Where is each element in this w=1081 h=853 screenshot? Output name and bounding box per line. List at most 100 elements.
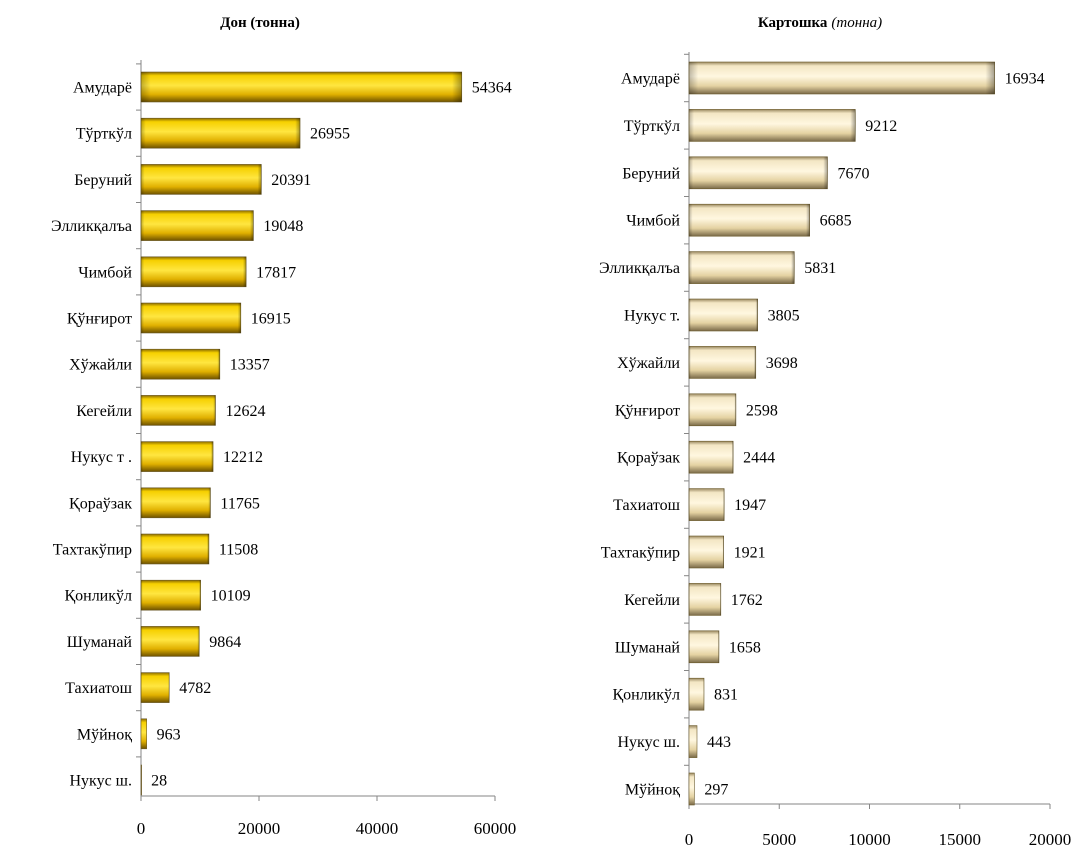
potato-value-label: 1947 — [734, 497, 766, 514]
grain-category-label: Чимбой — [78, 264, 132, 281]
grain-bar-bevel — [141, 672, 170, 703]
potato-bar — [688, 772, 695, 806]
potato-value-label: 7670 — [837, 165, 869, 182]
potato-bar-bevel — [689, 725, 697, 758]
grain-bar-bevel — [141, 303, 241, 333]
potato-bar — [688, 156, 828, 190]
grain-bar — [140, 71, 463, 103]
potato-category-label: Нукус т. — [624, 308, 680, 325]
grain-bar — [140, 441, 214, 472]
grain-value-label: 19048 — [263, 218, 303, 235]
potato-bar — [688, 677, 705, 711]
grain-bar — [140, 348, 221, 380]
chart2-title-sub: (тонна) — [831, 15, 882, 31]
potato-bar-bevel — [689, 536, 724, 568]
grain-category-label: Элликқалъа — [51, 218, 132, 235]
grain-value-label: 11508 — [219, 542, 258, 559]
potato-bar — [688, 203, 810, 237]
grain-category-label: Қўнғирот — [67, 311, 132, 328]
potato-bar-bevel — [689, 488, 725, 521]
potato-bar-bevel — [689, 346, 756, 379]
potato-value-label: 1658 — [729, 639, 761, 656]
potato-category-label: Қўнғирот — [615, 402, 680, 419]
grain-bar-bevel — [141, 395, 216, 426]
grain-value-label: 16915 — [251, 311, 291, 328]
potato-value-label: 16934 — [1005, 71, 1045, 88]
potato-category-label: Амударё — [621, 71, 680, 88]
grain-category-label: Мўйноқ — [77, 726, 132, 743]
grain-x-tick-label: 40000 — [356, 819, 399, 838]
potato-value-label: 2598 — [746, 402, 778, 419]
grain-bar — [140, 210, 254, 241]
chart2-title: Картошка (тонна) — [758, 15, 882, 31]
grain-bar-bevel — [141, 210, 254, 241]
grain-value-label: 26955 — [310, 126, 350, 143]
chart2-title-main: Картошка — [758, 15, 828, 31]
potato-bar — [688, 109, 856, 142]
potato-bar — [688, 535, 724, 569]
grain-category-label: Қораўзак — [69, 495, 132, 512]
potato-category-label: Тўрткўл — [624, 118, 680, 135]
potato-value-label: 443 — [707, 734, 731, 751]
grain-bar-bevel — [141, 164, 262, 195]
grain-bar — [140, 579, 201, 611]
potato-value-label: 1921 — [734, 545, 766, 562]
potato-bar — [688, 298, 758, 332]
potato-x-tick-label: 0 — [685, 830, 694, 849]
grain-value-label: 963 — [157, 726, 181, 743]
potato-bar-bevel — [689, 62, 995, 94]
grain-category-label: Амударё — [73, 80, 132, 97]
grain-category-label: Нукус ш. — [69, 773, 132, 790]
grain-value-label: 9864 — [209, 634, 241, 651]
potato-category-label: Беруний — [622, 165, 680, 182]
potato-bar-body — [688, 772, 695, 806]
grain-category-label: Шуманай — [67, 634, 133, 651]
grain-bar — [140, 718, 147, 750]
grain-bar-bevel — [141, 626, 200, 657]
grain-x-tick-label: 60000 — [474, 819, 517, 838]
potato-bar — [688, 630, 720, 664]
grain-x-tick-label: 0 — [137, 819, 146, 838]
potato-x-tick-label: 10000 — [848, 830, 891, 849]
grain-bar-bevel — [141, 487, 211, 518]
grain-category-label: Нукус т . — [71, 449, 132, 466]
potato-category-label: Мўйноқ — [625, 782, 680, 799]
grain-value-label: 4782 — [179, 680, 211, 697]
potato-bar-bevel — [689, 156, 828, 189]
grain-value-label: 11765 — [220, 495, 259, 512]
potato-bar-bevel — [689, 109, 856, 142]
potato-category-label: Тахтакўпир — [601, 545, 680, 562]
grain-bar-bevel — [141, 118, 301, 149]
grain-value-label: 12212 — [223, 449, 263, 466]
grain-value-label: 28 — [151, 773, 167, 790]
potato-category-label: Элликқалъа — [599, 260, 680, 277]
grain-category-label: Тахтакўпир — [53, 542, 132, 559]
grain-bar-bevel — [141, 256, 247, 287]
grain-value-label: 20391 — [271, 172, 311, 189]
grain-x-tick-label: 20000 — [238, 819, 281, 838]
potato-value-label: 2444 — [743, 450, 775, 467]
grain-bar — [140, 672, 170, 703]
potato-bar — [688, 583, 722, 616]
potato-bar — [688, 346, 757, 379]
potato-value-label: 3698 — [766, 355, 798, 372]
potato-x-tick-label: 5000 — [762, 830, 796, 849]
potato-bar-bevel — [689, 251, 795, 284]
grain-bar-bevel — [141, 580, 201, 611]
potato-value-label: 297 — [704, 782, 728, 799]
grain-bar — [140, 487, 211, 519]
potato-value-label: 1762 — [731, 592, 763, 609]
grain-bar — [140, 395, 216, 426]
potato-value-label: 6685 — [820, 213, 852, 230]
grain-category-label: Хўжайли — [69, 357, 132, 374]
grain-bar-bevel — [141, 72, 462, 102]
potato-bar — [688, 440, 734, 474]
grain-category-label: Беруний — [74, 172, 132, 189]
grain-bar — [140, 626, 200, 657]
potato-category-label: Қораўзак — [617, 450, 680, 467]
grain-category-label: Тахиатош — [65, 680, 133, 697]
grain-value-label: 12624 — [225, 403, 265, 420]
grain-bar-bevel — [141, 441, 214, 472]
grain-value-label: 13357 — [230, 357, 270, 374]
